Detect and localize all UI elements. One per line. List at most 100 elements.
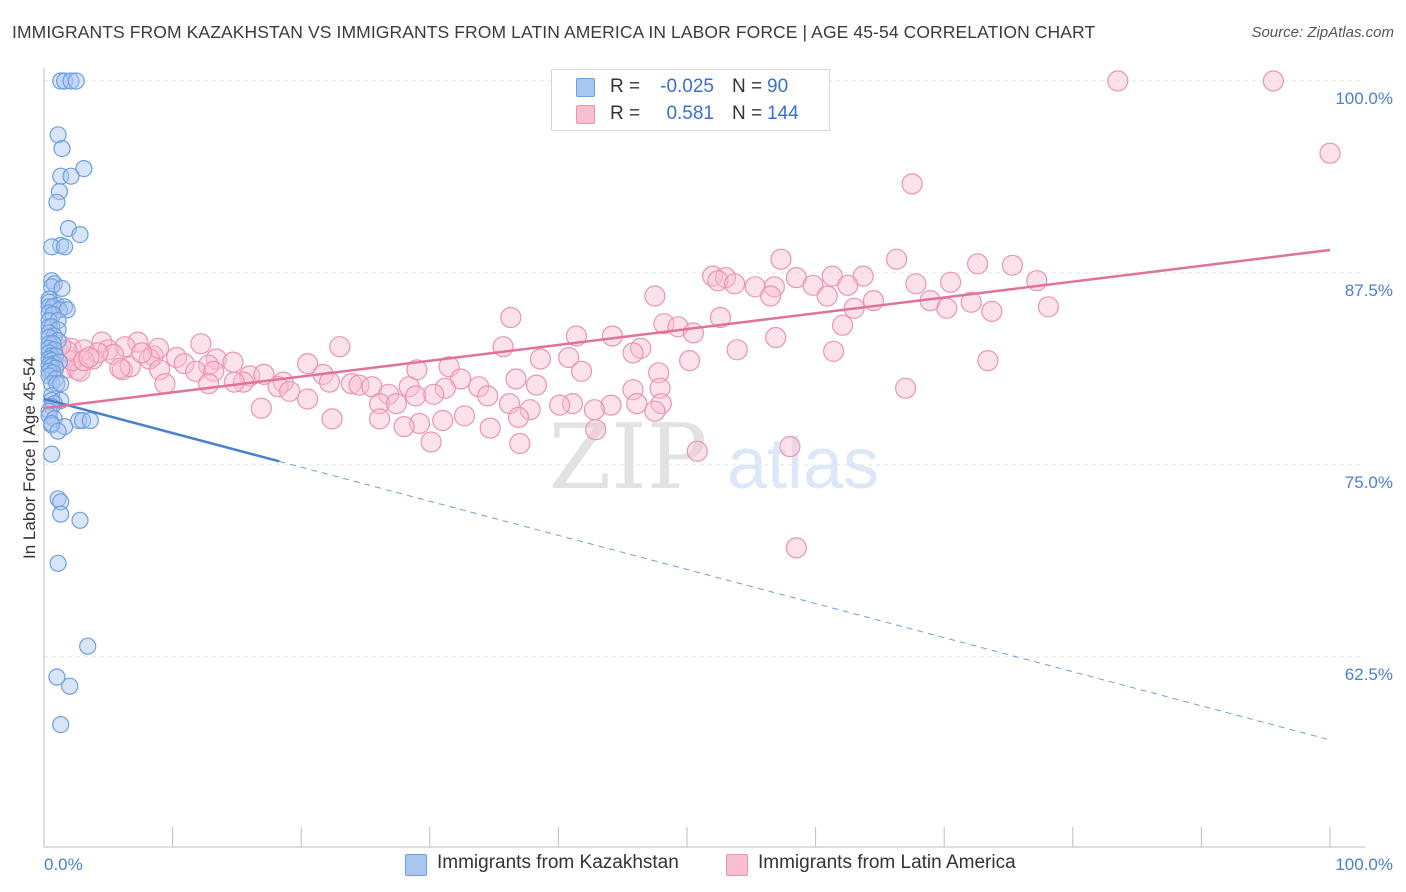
point-kazakhstan: [50, 183, 69, 201]
point-latin-america: [423, 383, 445, 405]
series-latin-america: [46, 70, 1341, 559]
point-latin-america: [709, 306, 732, 329]
point-kazakhstan: [71, 511, 89, 529]
point-latin-america: [190, 333, 212, 355]
point-latin-america: [1262, 70, 1285, 92]
point-latin-america: [644, 400, 666, 422]
point-latin-america: [420, 431, 442, 453]
point-latin-america: [529, 348, 552, 370]
point-kazakhstan: [52, 715, 70, 734]
point-latin-america: [837, 274, 859, 296]
point-latin-america: [585, 419, 607, 441]
point-latin-america: [822, 340, 845, 362]
point-latin-america: [622, 379, 644, 401]
point-latin-america: [434, 377, 456, 399]
point-latin-america: [519, 399, 541, 421]
legend-r-value: -0.025: [660, 76, 714, 97]
point-kazakhstan: [55, 238, 74, 256]
point-latin-america: [250, 397, 272, 419]
point-latin-america: [802, 274, 824, 296]
point-latin-america: [936, 297, 958, 319]
point-kazakhstan: [53, 279, 71, 297]
y-tick-label: 87.5%: [1345, 281, 1393, 300]
point-latin-america: [279, 380, 301, 402]
y-tick-label: 75.0%: [1345, 473, 1393, 492]
point-latin-america: [901, 173, 923, 195]
point-latin-america: [707, 270, 729, 292]
point-latin-america: [977, 350, 999, 372]
point-kazakhstan: [49, 422, 67, 440]
point-kazakhstan: [48, 668, 66, 686]
point-latin-america: [601, 325, 624, 347]
point-latin-america: [626, 393, 648, 415]
tick-labels: 100.0% 87.5% 75.0% 62.5% 0.0% 100.0%: [44, 89, 1393, 874]
point-latin-america: [686, 440, 708, 462]
point-latin-america: [759, 285, 782, 307]
point-latin-america: [852, 265, 874, 287]
watermark-atlas: atlas: [727, 424, 879, 504]
legend-row-kazakhstan: R = -0.025 N = 90: [552, 74, 829, 101]
legend-n-label: N =: [732, 76, 763, 97]
point-latin-america: [939, 271, 962, 293]
point-latin-america: [114, 336, 136, 358]
legend-swatch-latin-america: [576, 105, 595, 124]
point-latin-america: [765, 326, 787, 349]
point-latin-america: [297, 388, 319, 410]
point-kazakhstan: [67, 72, 85, 90]
point-latin-america: [622, 342, 644, 364]
point-latin-america: [223, 371, 245, 393]
point-latin-america: [653, 313, 675, 335]
bottom-legend-swatch-kazakhstan: [405, 854, 427, 876]
series-kazakhstan: [40, 72, 99, 734]
trend-line-kazakhstan-solid: [43, 397, 280, 463]
point-kazakhstan: [43, 445, 61, 463]
correlation-legend: R = -0.025 N = 90 R = 0.581 N = 144: [551, 69, 830, 131]
point-kazakhstan: [49, 554, 67, 572]
point-latin-america: [477, 385, 499, 407]
point-latin-america: [1107, 70, 1129, 92]
point-latin-america: [154, 373, 176, 395]
point-latin-america: [369, 408, 391, 430]
point-latin-america: [905, 273, 927, 295]
point-latin-america: [267, 376, 289, 398]
point-latin-america: [678, 350, 701, 372]
point-latin-america: [369, 393, 391, 415]
point-latin-america: [297, 353, 319, 375]
point-latin-america: [981, 300, 1003, 322]
point-latin-america: [894, 377, 917, 399]
point-latin-america: [1001, 254, 1024, 276]
point-kazakhstan: [62, 72, 80, 90]
point-latin-america: [78, 346, 100, 369]
point-kazakhstan: [40, 298, 58, 316]
point-latin-america: [821, 265, 843, 287]
point-latin-america: [149, 359, 171, 381]
point-kazakhstan: [49, 126, 67, 144]
point-latin-america: [222, 351, 244, 373]
y-tick-label: 62.5%: [1345, 665, 1393, 684]
point-latin-america: [131, 342, 153, 364]
point-latin-america: [173, 353, 195, 375]
point-latin-america: [770, 248, 792, 270]
point-kazakhstan: [52, 375, 70, 393]
legend-n-value: 90: [767, 76, 789, 97]
point-latin-america: [726, 339, 748, 361]
point-kazakhstan: [43, 375, 61, 393]
chart-title: IMMIGRANTS FROM KAZAKHSTAN VS IMMIGRANTS…: [12, 22, 1096, 42]
legend-n-value: 144: [767, 103, 799, 124]
point-latin-america: [785, 537, 807, 559]
point-latin-america: [1037, 296, 1060, 318]
point-kazakhstan: [75, 160, 93, 178]
point-latin-america: [385, 393, 407, 415]
point-latin-america: [966, 253, 989, 275]
point-latin-america: [644, 285, 666, 307]
point-latin-america: [203, 360, 225, 382]
legend-row-latin-america: R = 0.581 N = 144: [552, 101, 829, 128]
legend-n-label: N =: [732, 103, 763, 124]
point-latin-america: [682, 322, 705, 344]
point-latin-america: [453, 405, 476, 427]
point-latin-america: [405, 385, 427, 407]
point-kazakhstan: [52, 493, 70, 511]
point-latin-america: [468, 376, 490, 398]
point-latin-america: [960, 291, 982, 313]
